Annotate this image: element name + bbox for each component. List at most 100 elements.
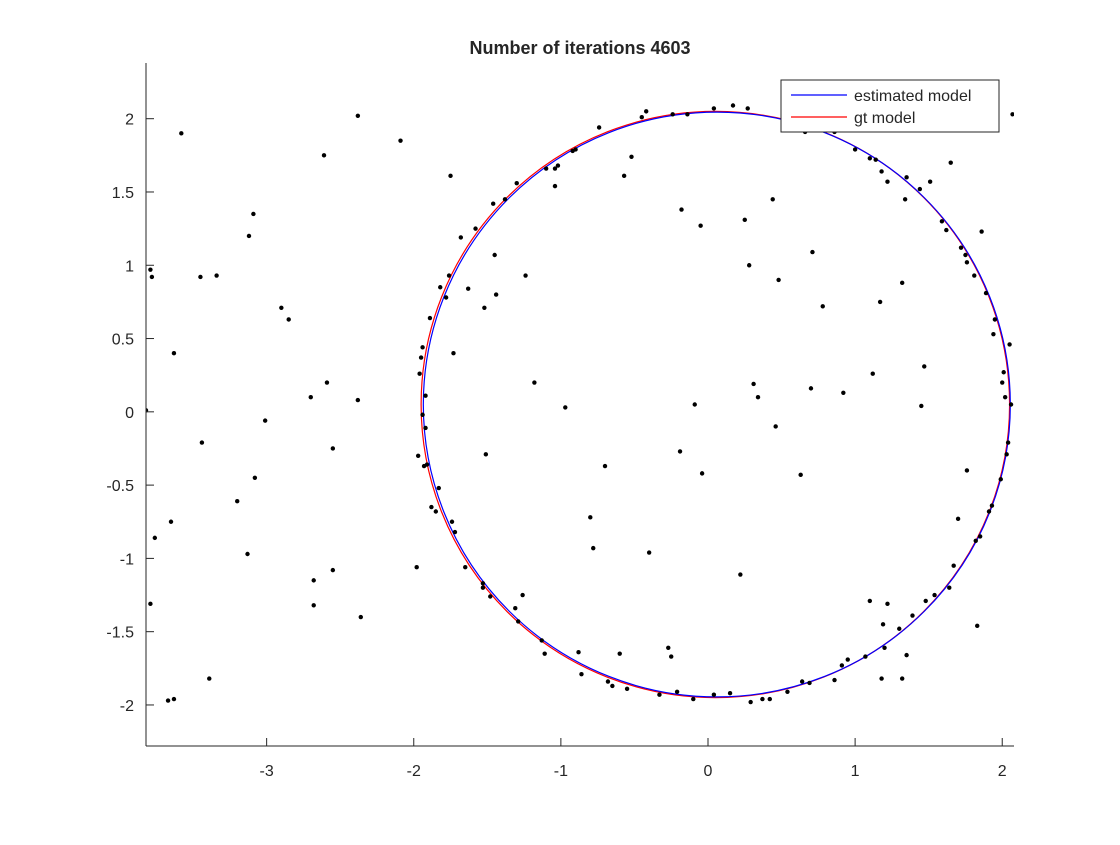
data-point [355, 397, 361, 403]
data-point [964, 260, 970, 265]
data-point [617, 651, 622, 656]
data-point [832, 677, 837, 683]
data-point [563, 405, 568, 410]
data-point [885, 179, 890, 184]
data-point [810, 249, 815, 255]
data-point [666, 645, 671, 651]
data-point [458, 235, 464, 240]
data-point [576, 649, 581, 655]
data-point [417, 371, 422, 376]
data-point [948, 160, 953, 165]
y-tick-label: -0.5 [106, 478, 134, 495]
data-point [235, 499, 240, 504]
data-point [863, 654, 868, 659]
y-tick-label: -2 [120, 698, 134, 715]
data-point [910, 613, 915, 618]
legend: estimated model gt model [780, 79, 1000, 133]
data-point [977, 534, 983, 539]
data-point [798, 472, 803, 478]
data-point [262, 418, 268, 423]
data-point [964, 468, 970, 473]
data-point [423, 425, 428, 431]
data-point [465, 286, 471, 291]
data-point [330, 446, 336, 451]
data-point [588, 515, 593, 520]
data-point [308, 394, 313, 400]
data-point [1007, 342, 1012, 347]
data-point [493, 292, 499, 297]
data-point [760, 696, 765, 702]
y-tick-label: -1 [120, 551, 134, 568]
data-point [165, 698, 171, 703]
data-point [991, 331, 996, 337]
data-point [770, 197, 775, 202]
data-point [670, 112, 675, 117]
data-point [983, 290, 989, 296]
data-point [785, 689, 790, 694]
data-point [882, 645, 887, 651]
data-point [923, 598, 928, 604]
data-point [532, 380, 537, 385]
data-point [488, 594, 493, 599]
data-point [149, 274, 155, 280]
data-point [639, 115, 644, 120]
data-point [424, 462, 430, 467]
data-point [513, 606, 518, 611]
data-point [423, 393, 428, 398]
data-point [420, 412, 425, 417]
data-point [885, 601, 890, 607]
data-point [877, 299, 883, 305]
data-point [245, 551, 250, 557]
data-point [168, 519, 174, 524]
data-point [451, 351, 456, 356]
data-point [520, 592, 525, 598]
data-point [452, 529, 458, 535]
data-point [448, 173, 453, 179]
data-point [1001, 370, 1006, 375]
data-point [989, 503, 995, 508]
x-tick-label: -3 [260, 763, 274, 780]
data-point [899, 280, 905, 286]
data-point [438, 285, 443, 290]
data-point [839, 663, 845, 668]
data-point [427, 315, 433, 321]
data-point [171, 696, 177, 702]
data-point [677, 449, 683, 454]
data-point [986, 509, 992, 514]
data-point [605, 679, 611, 684]
data-point [629, 154, 634, 160]
data-point [429, 504, 434, 510]
data-point [691, 696, 696, 702]
data-point [552, 166, 558, 171]
y-tick-label: 1.5 [112, 185, 134, 202]
data-point [932, 592, 937, 598]
data-point [975, 623, 980, 629]
data-point [492, 252, 497, 258]
data-point [610, 683, 615, 689]
data-point [727, 691, 733, 696]
data-point [621, 173, 627, 179]
data-point [207, 676, 212, 681]
data-point [879, 169, 884, 174]
y-tick-label: 0 [125, 405, 134, 422]
data-point [398, 138, 403, 143]
data-point [698, 223, 703, 228]
data-point [436, 485, 441, 491]
data-point [958, 245, 964, 250]
data-point [998, 477, 1003, 482]
data-point [767, 696, 772, 702]
data-point [904, 175, 909, 180]
data-point [904, 652, 909, 658]
data-point [692, 402, 697, 407]
data-point [927, 179, 933, 184]
y-tick-label: 2 [125, 112, 134, 129]
data-point [330, 567, 336, 573]
data-point [443, 295, 449, 300]
data-point [773, 424, 778, 429]
x-tick-label: -1 [554, 763, 568, 780]
data-point [979, 229, 984, 234]
data-point [286, 317, 291, 322]
data-point [685, 112, 690, 117]
data-point [902, 197, 908, 202]
